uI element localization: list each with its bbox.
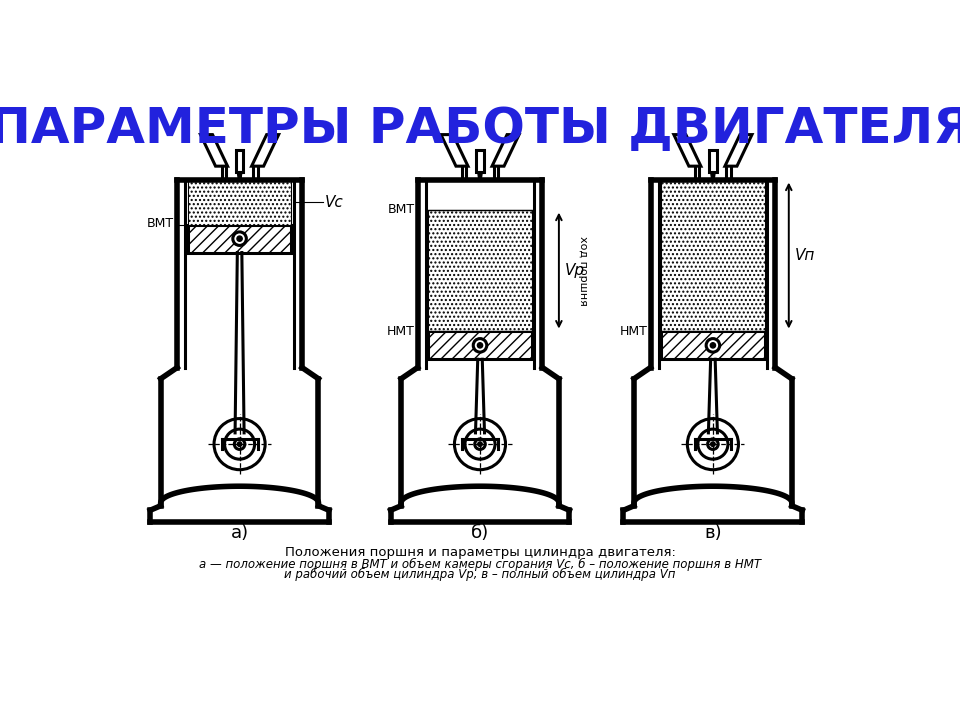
Circle shape bbox=[698, 429, 728, 459]
Text: Vр: Vр bbox=[564, 263, 585, 278]
Text: б): б) bbox=[470, 524, 490, 542]
Text: в): в) bbox=[704, 524, 722, 542]
Circle shape bbox=[710, 442, 715, 446]
Bar bbox=[188, 225, 292, 253]
Circle shape bbox=[234, 439, 245, 449]
Circle shape bbox=[710, 343, 715, 348]
Bar bbox=[188, 180, 292, 225]
Text: и рабочий объем цилиндра Vр, в – полный объем цилиндра Vп: и рабочий объем цилиндра Vр, в – полный … bbox=[284, 568, 676, 581]
Text: ВМТ: ВМТ bbox=[147, 217, 174, 230]
Circle shape bbox=[707, 338, 720, 352]
Text: НМТ: НМТ bbox=[619, 325, 648, 338]
Text: а — положение поршня в ВМТ и объем камеры сгорания Vc, б – положение поршня в НМ: а — положение поршня в ВМТ и объем камер… bbox=[199, 557, 761, 571]
Polygon shape bbox=[237, 172, 242, 177]
Circle shape bbox=[225, 429, 254, 459]
Circle shape bbox=[475, 439, 485, 449]
Circle shape bbox=[477, 343, 483, 348]
Text: ход поршня: ход поршня bbox=[578, 235, 588, 305]
Text: Положения поршня и параметры цилиндра двигателя:: Положения поршня и параметры цилиндра дв… bbox=[284, 546, 676, 559]
Circle shape bbox=[237, 236, 242, 241]
Polygon shape bbox=[710, 172, 715, 177]
Bar bbox=[428, 331, 532, 359]
Bar bbox=[661, 331, 765, 359]
Bar bbox=[428, 210, 532, 331]
Text: Vп: Vп bbox=[795, 248, 815, 263]
Circle shape bbox=[465, 429, 495, 459]
Circle shape bbox=[473, 338, 487, 352]
Text: а): а) bbox=[230, 524, 249, 542]
Circle shape bbox=[478, 442, 482, 446]
Polygon shape bbox=[478, 172, 482, 177]
Circle shape bbox=[708, 439, 718, 449]
Circle shape bbox=[237, 442, 242, 446]
Circle shape bbox=[233, 232, 247, 246]
Text: Vc: Vc bbox=[324, 194, 344, 210]
Text: НМТ: НМТ bbox=[387, 325, 415, 338]
Text: ПАРАМЕТРЫ РАБОТЫ ДВИГАТЕЛЯ: ПАРАМЕТРЫ РАБОТЫ ДВИГАТЕЛЯ bbox=[0, 104, 960, 153]
Bar bbox=[661, 180, 765, 331]
Text: ВМТ: ВМТ bbox=[388, 203, 415, 216]
